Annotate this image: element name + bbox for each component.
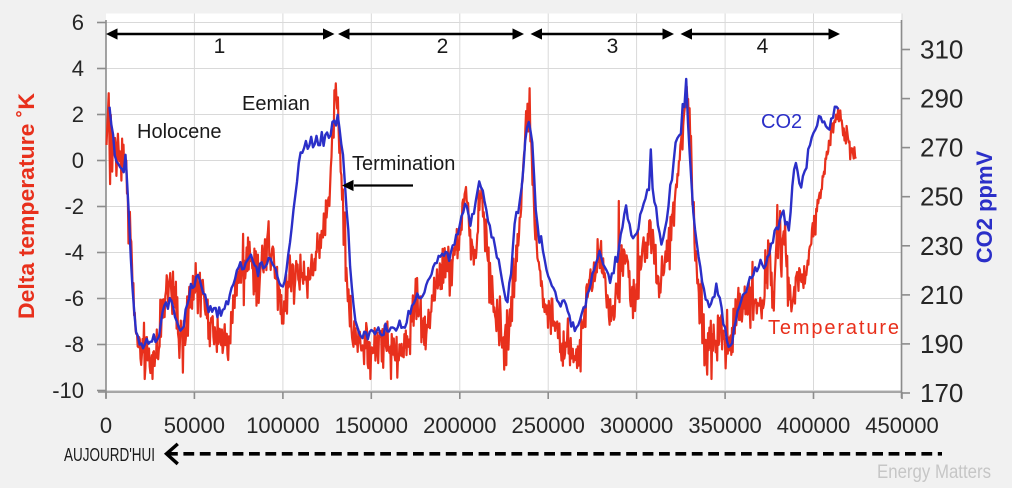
svg-text:400000: 400000	[777, 413, 850, 438]
svg-text:310: 310	[920, 35, 963, 65]
svg-text:2: 2	[72, 102, 84, 127]
svg-text:230: 230	[920, 231, 963, 261]
svg-text:-10: -10	[52, 378, 84, 403]
svg-text:Holocene: Holocene	[137, 121, 222, 143]
svg-text:190: 190	[920, 329, 963, 359]
svg-text:6: 6	[72, 10, 84, 35]
svg-text:-2: -2	[64, 194, 84, 219]
svg-text:50000: 50000	[164, 413, 225, 438]
svg-text:0: 0	[100, 413, 112, 438]
svg-text:300000: 300000	[600, 413, 673, 438]
svg-text:0: 0	[72, 148, 84, 173]
svg-text:4: 4	[72, 56, 84, 81]
svg-text:100000: 100000	[246, 413, 319, 438]
svg-text:Termination: Termination	[352, 153, 455, 175]
svg-text:200000: 200000	[423, 413, 496, 438]
svg-text:2: 2	[437, 35, 449, 58]
svg-text:Energy Matters: Energy Matters	[877, 462, 991, 483]
svg-text:4: 4	[757, 35, 769, 58]
svg-text:270: 270	[920, 133, 963, 163]
svg-text:AUJOURD'HUI: AUJOURD'HUI	[64, 444, 155, 465]
svg-text:3: 3	[607, 35, 619, 58]
svg-text:290: 290	[920, 84, 963, 114]
svg-text:450000: 450000	[865, 413, 938, 438]
svg-text:150000: 150000	[335, 413, 408, 438]
svg-text:250: 250	[920, 182, 963, 212]
svg-text:CO2 ppmV: CO2 ppmV	[972, 150, 997, 263]
svg-text:Temperature: Temperature	[768, 317, 899, 339]
svg-text:Eemian: Eemian	[242, 93, 310, 115]
svg-text:170: 170	[920, 378, 963, 408]
svg-text:-4: -4	[64, 240, 84, 265]
svg-text:1: 1	[214, 35, 226, 58]
svg-text:CO2: CO2	[761, 111, 802, 133]
svg-text:-8: -8	[64, 332, 84, 357]
svg-text:210: 210	[920, 280, 963, 310]
svg-text:250000: 250000	[511, 413, 584, 438]
svg-text:350000: 350000	[688, 413, 761, 438]
svg-text:-6: -6	[64, 286, 84, 311]
svg-text:Delta temperature ˚K: Delta temperature ˚K	[14, 93, 39, 319]
